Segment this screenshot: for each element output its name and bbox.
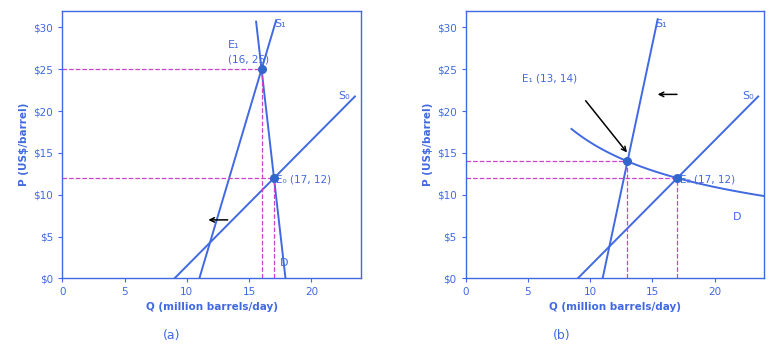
Text: (a): (a) — [163, 329, 180, 342]
Y-axis label: P (US$/barrel): P (US$/barrel) — [20, 103, 30, 186]
Text: S₁: S₁ — [274, 19, 285, 29]
X-axis label: Q (million barrels/day): Q (million barrels/day) — [549, 302, 681, 312]
Text: S₀: S₀ — [742, 91, 753, 101]
Text: D: D — [280, 258, 289, 268]
Y-axis label: P (US$/barrel): P (US$/barrel) — [423, 103, 433, 186]
Text: E₁ (13, 14): E₁ (13, 14) — [522, 74, 577, 84]
Text: S₀: S₀ — [339, 91, 350, 101]
Text: (b): (b) — [553, 329, 570, 342]
Text: D: D — [733, 212, 742, 222]
Text: E₀ (17, 12): E₀ (17, 12) — [679, 174, 735, 184]
Text: E₀ (17, 12): E₀ (17, 12) — [276, 174, 332, 184]
Text: S₁: S₁ — [655, 19, 666, 29]
Text: E₁: E₁ — [228, 40, 239, 50]
Text: (16, 25): (16, 25) — [228, 55, 269, 65]
X-axis label: Q (million barrels/day): Q (million barrels/day) — [146, 302, 278, 312]
